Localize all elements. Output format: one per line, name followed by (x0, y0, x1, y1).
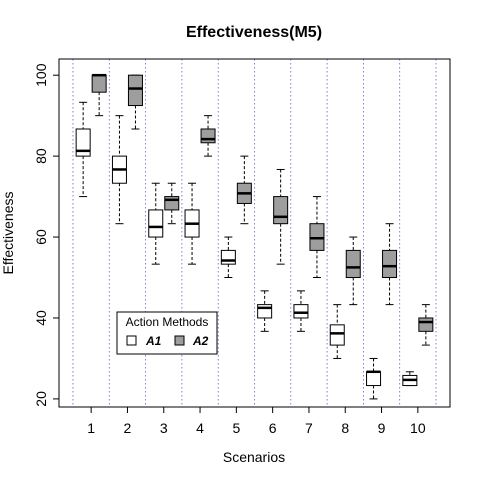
x-axis-label: Scenarios (223, 449, 285, 465)
x-tick-label: 1 (87, 420, 95, 436)
iqr-box (345, 249, 361, 279)
iqr-box (220, 249, 236, 265)
legend: Action Methods A1 A2 (116, 311, 218, 355)
y-tick-label: 80 (33, 148, 49, 164)
legend-label-a2: A2 (192, 334, 209, 348)
box-series (75, 73, 434, 400)
y-tick-label: 20 (33, 391, 49, 407)
box-a2-scenario-3 (164, 182, 180, 225)
iqr-box (127, 74, 143, 107)
box-a2-scenario-7 (309, 196, 325, 279)
box-a1-scenario-8 (329, 304, 345, 359)
plot-frame (58, 58, 451, 408)
iqr-box (200, 128, 216, 144)
x-tick-label: 9 (378, 420, 386, 436)
x-tick-label: 7 (305, 420, 313, 436)
box-a2-scenario-4 (200, 115, 216, 157)
box-a1-scenario-9 (366, 357, 382, 400)
box-a1-scenario-10 (402, 371, 418, 387)
chart-title: Effectiveness(M5) (186, 24, 322, 41)
iqr-box (418, 317, 434, 332)
box-a1-scenario-2 (111, 115, 127, 225)
box-a2-scenario-9 (382, 223, 398, 306)
legend-swatch-a2 (174, 335, 185, 346)
box-a1-scenario-7 (293, 290, 309, 332)
iqr-box (148, 209, 164, 238)
box-a2-scenario-2 (127, 74, 143, 130)
x-tick-label: 5 (232, 420, 240, 436)
iqr-box (382, 249, 398, 279)
y-tick-label: 40 (33, 310, 49, 326)
box-a1-scenario-5 (220, 236, 236, 279)
x-tick-label: 6 (269, 420, 277, 436)
box-a1-scenario-6 (257, 290, 273, 332)
iqr-box (75, 128, 91, 157)
box-a2-scenario-1 (91, 73, 107, 117)
legend-title: Action Methods (126, 315, 209, 329)
grid-lines (72, 59, 437, 407)
iqr-box (293, 304, 309, 319)
y-axis-label: Effectiveness (0, 191, 16, 274)
legend-swatch-a1 (126, 335, 137, 346)
x-tick-label: 4 (196, 420, 204, 436)
legend-label-a1: A1 (145, 334, 162, 348)
iqr-box (366, 371, 382, 387)
x-tick-label: 3 (160, 420, 168, 436)
y-tick-label: 60 (33, 229, 49, 245)
iqr-box (273, 196, 289, 225)
box-a1-scenario-1 (75, 101, 91, 198)
box-a2-scenario-10 (418, 304, 434, 346)
iqr-box (91, 74, 107, 93)
iqr-box (329, 324, 345, 346)
box-a2-scenario-5 (236, 155, 252, 225)
box-a1-scenario-4 (184, 182, 200, 265)
legend-box (116, 311, 218, 355)
box-a1-scenario-3 (148, 182, 164, 265)
y-tick-label: 100 (33, 63, 49, 87)
x-tick-label: 10 (410, 420, 426, 436)
box-a2-scenario-6 (273, 168, 289, 265)
x-tick-label: 2 (124, 420, 132, 436)
x-tick-label: 8 (341, 420, 349, 436)
axes: 20 40 60 80 100 1 2 3 4 5 6 7 8 9 10 (33, 63, 426, 436)
box-a2-scenario-8 (345, 236, 361, 306)
